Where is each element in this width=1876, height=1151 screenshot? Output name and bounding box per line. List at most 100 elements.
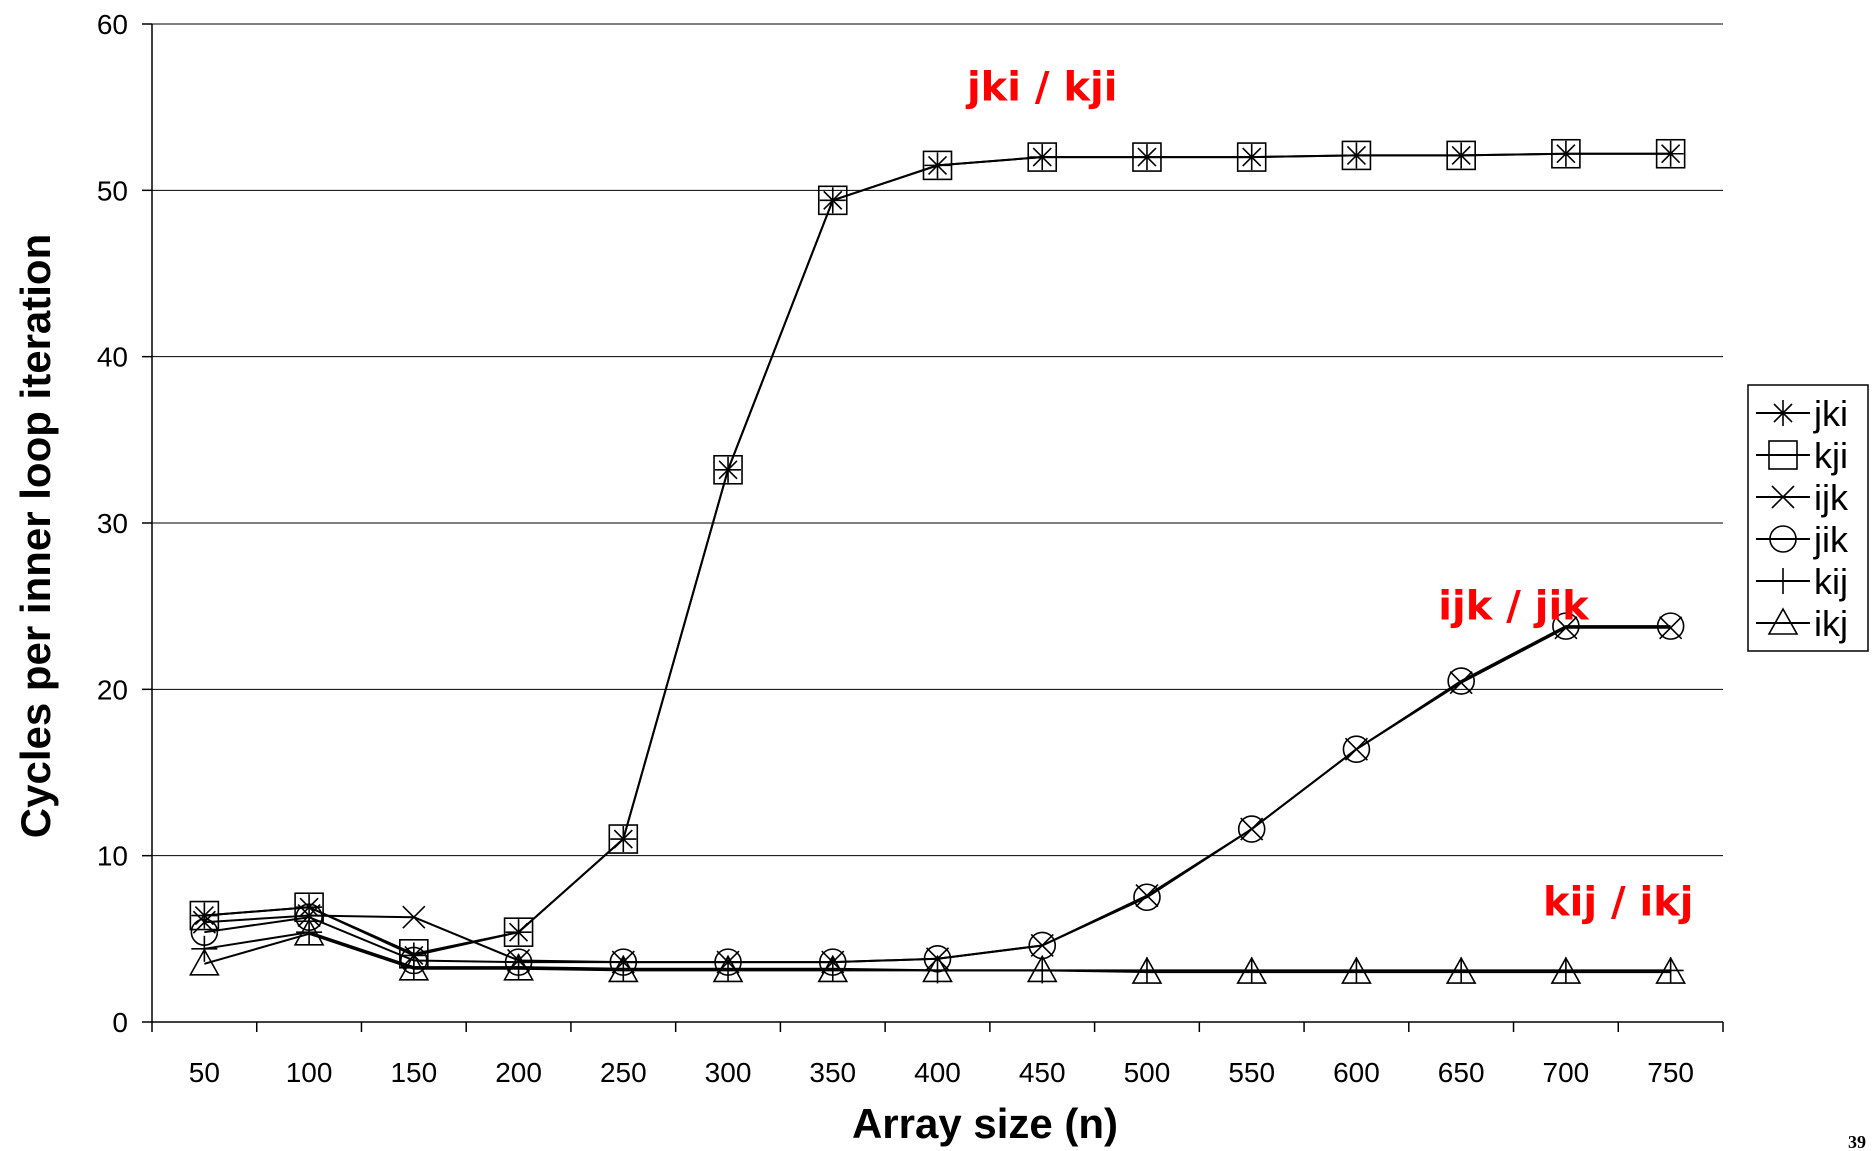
annotation-label: kij / ikj xyxy=(1543,880,1694,926)
series-kji xyxy=(189,138,1686,969)
legend-label: kji xyxy=(1814,435,1848,476)
data-point-kij xyxy=(610,955,637,982)
page-number: 39 xyxy=(1848,1132,1866,1151)
y-tick-label: 20 xyxy=(97,674,128,705)
data-point-ijk xyxy=(1135,884,1159,908)
legend-label: kij xyxy=(1814,561,1848,602)
data-point-ikj xyxy=(503,953,534,981)
data-point-ijk xyxy=(297,903,321,928)
x-tick-label: 350 xyxy=(809,1057,856,1088)
y-tick-label: 60 xyxy=(97,9,128,40)
series-line-ijk xyxy=(204,626,1671,964)
data-point-kij xyxy=(1133,957,1160,984)
data-point-kji xyxy=(1027,142,1058,172)
legend-item-jki: jki xyxy=(1756,393,1848,434)
x-tick-label: 450 xyxy=(1019,1057,1066,1088)
legend-marker-kij xyxy=(1770,568,1796,594)
data-point-kji xyxy=(1446,140,1476,171)
data-point-ikj xyxy=(1131,956,1163,984)
x-tick-label: 200 xyxy=(495,1057,542,1088)
x-tick-label: 150 xyxy=(390,1057,437,1088)
legend-marker-ikj xyxy=(1767,607,1799,635)
data-point-kji xyxy=(1132,142,1162,172)
data-point-ijk xyxy=(1659,616,1683,640)
x-tick-label: 700 xyxy=(1543,1057,1590,1088)
series-line-ikj xyxy=(204,932,1671,974)
data-point-ijk xyxy=(1449,671,1473,695)
x-tick-label: 300 xyxy=(705,1057,752,1088)
x-tick-label: 400 xyxy=(914,1057,961,1088)
data-point-kji xyxy=(1341,140,1372,171)
annotation-label: jki / kji xyxy=(965,65,1118,111)
y-tick-label: 40 xyxy=(97,342,128,373)
data-point-ikj xyxy=(189,948,220,976)
data-point-kji xyxy=(817,185,848,216)
data-point-jik xyxy=(1552,612,1580,640)
x-tick-label: 750 xyxy=(1647,1057,1694,1088)
data-point-jik xyxy=(1237,815,1266,843)
series-group xyxy=(189,138,1686,984)
x-axis-ticks: 50 100 150 200 250 300 350 400 450 500 550 600 650 70… xyxy=(151,1022,1724,1088)
legend-item-jik: jik xyxy=(1756,519,1849,560)
data-point-kij xyxy=(819,955,846,982)
series-line-jki xyxy=(204,152,1671,957)
legend-marker-kji xyxy=(1768,440,1798,470)
series-ijk xyxy=(192,616,1683,974)
legend-box xyxy=(1747,384,1869,652)
annotation-label: ijk / jik xyxy=(1438,583,1590,629)
data-point-kij xyxy=(505,954,532,981)
data-point-ijk xyxy=(402,905,426,929)
data-point-ikj xyxy=(1026,954,1058,983)
data-point-kij xyxy=(1657,957,1684,984)
data-point-ijk xyxy=(1554,616,1578,640)
series-jki xyxy=(191,140,1684,969)
legend-label: ijk xyxy=(1814,477,1849,518)
data-point-kji xyxy=(1236,142,1267,172)
y-tick-label: 50 xyxy=(97,175,128,206)
legend-marker-jki xyxy=(1770,400,1796,426)
legend-label: jik xyxy=(1813,519,1849,560)
data-point-kij xyxy=(400,954,427,981)
legend-label: ikj xyxy=(1814,603,1848,644)
legend-item-kij: kij xyxy=(1756,561,1848,602)
data-point-kij xyxy=(715,955,742,982)
legend-item-ikj: ikj xyxy=(1756,603,1848,644)
data-point-kij xyxy=(1343,957,1370,984)
data-point-kji xyxy=(1551,138,1581,169)
y-tick-label: 0 xyxy=(112,1007,128,1038)
y-axis-ticks: 0 10 20 30 40 50 60 xyxy=(97,9,152,1038)
data-point-ikj xyxy=(817,954,849,983)
x-tick-label: 250 xyxy=(600,1057,647,1088)
y-tick-label: 30 xyxy=(97,508,128,539)
data-point-kji xyxy=(189,900,220,931)
x-tick-label: 100 xyxy=(286,1057,333,1088)
data-point-ikj xyxy=(712,954,744,983)
data-point-kji xyxy=(1655,138,1686,169)
data-point-ikj xyxy=(607,954,639,983)
data-point-ijk xyxy=(192,910,216,934)
data-point-jik xyxy=(1656,612,1685,640)
x-tick-label: 50 xyxy=(189,1057,220,1088)
legend-marker-ijk xyxy=(1771,485,1795,509)
data-point-kji xyxy=(713,454,743,485)
data-point-kij xyxy=(1238,957,1265,984)
data-point-ikj xyxy=(922,954,953,983)
data-point-kji xyxy=(608,824,639,854)
data-point-kji xyxy=(503,917,534,947)
data-point-ikj xyxy=(293,918,325,946)
legend-item-kji: kji xyxy=(1756,435,1848,476)
x-tick-label: 600 xyxy=(1333,1057,1380,1088)
legend-item-ijk: ijk xyxy=(1756,477,1849,518)
data-point-ikj xyxy=(1341,956,1372,984)
series-line-jik xyxy=(204,625,1671,964)
x-axis-title: Array size (n) xyxy=(852,1100,1118,1147)
legend-label: jki xyxy=(1813,393,1848,434)
data-point-kji xyxy=(922,150,953,181)
x-tick-label: 650 xyxy=(1438,1057,1485,1088)
data-point-ikj xyxy=(1655,956,1686,984)
series-ikj xyxy=(189,918,1686,984)
series-line-kji xyxy=(204,152,1671,955)
data-point-kij xyxy=(296,919,323,946)
data-point-ikj xyxy=(1550,956,1582,984)
